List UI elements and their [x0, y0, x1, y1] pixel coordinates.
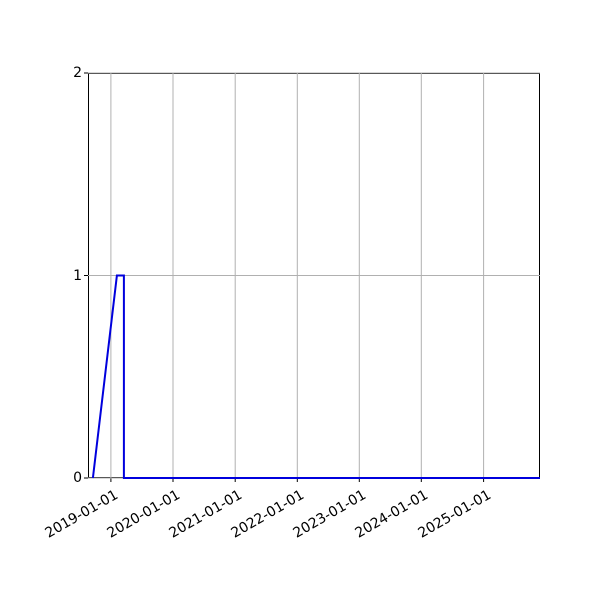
- plot-area: [88, 73, 540, 478]
- y-tick-label: 0: [73, 470, 82, 486]
- y-tick-label: 1: [73, 267, 82, 284]
- y-tick-label: 2: [73, 65, 82, 81]
